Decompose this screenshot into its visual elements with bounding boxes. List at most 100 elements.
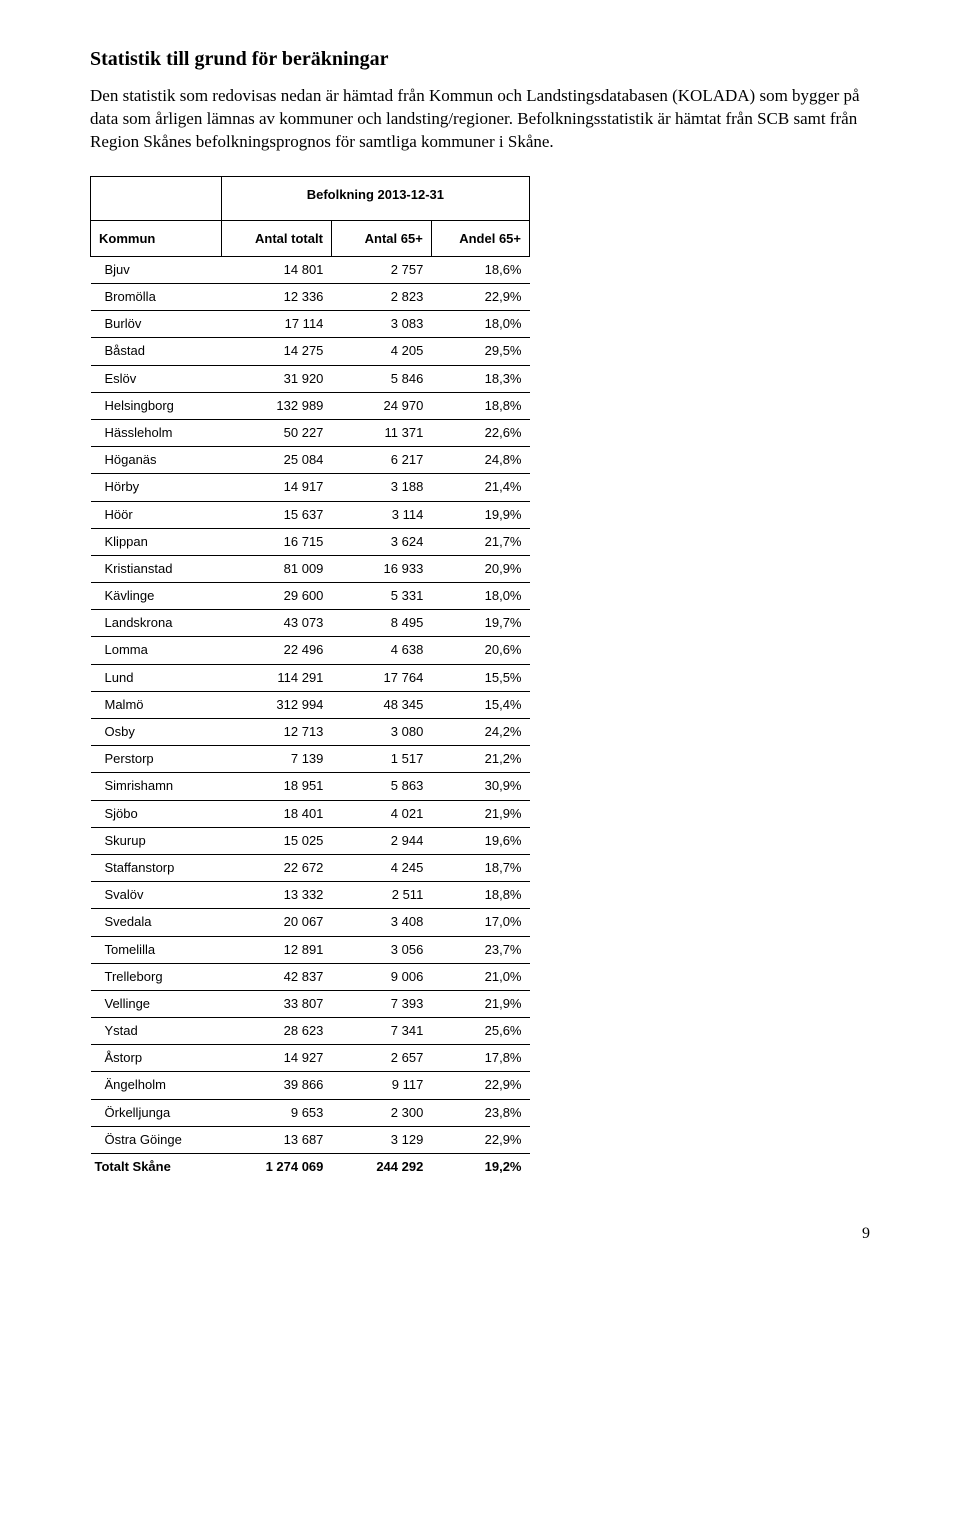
cell-andel-65: 19,6% xyxy=(431,827,529,854)
table-row: Svedala20 0673 40817,0% xyxy=(91,909,530,936)
cell-andel-65: 17,0% xyxy=(431,909,529,936)
cell-andel-65: 19,9% xyxy=(431,501,529,528)
page-heading: Statistik till grund för beräkningar xyxy=(90,48,870,71)
cell-andel-65: 21,0% xyxy=(431,963,529,990)
cell-kommun: Svedala xyxy=(91,909,222,936)
table-row: Simrishamn18 9515 86330,9% xyxy=(91,773,530,800)
cell-antal-65: 5 846 xyxy=(331,365,431,392)
cell-kommun: Tomelilla xyxy=(91,936,222,963)
cell-antal-totalt: 12 713 xyxy=(221,719,331,746)
cell-andel-65: 30,9% xyxy=(431,773,529,800)
cell-andel-65: 18,3% xyxy=(431,365,529,392)
cell-kommun: Eslöv xyxy=(91,365,222,392)
cell-antal-totalt: 14 275 xyxy=(221,338,331,365)
cell-kommun: Simrishamn xyxy=(91,773,222,800)
table-row: Sjöbo18 4014 02121,9% xyxy=(91,800,530,827)
cell-andel-65: 21,7% xyxy=(431,528,529,555)
cell-andel-65: 15,5% xyxy=(431,664,529,691)
cell-andel-65: 17,8% xyxy=(431,1045,529,1072)
cell-antal-65: 3 114 xyxy=(331,501,431,528)
cell-antal-totalt: 312 994 xyxy=(221,691,331,718)
col-antal-totalt: Antal totalt xyxy=(221,220,331,256)
table-row: Höganäs25 0846 21724,8% xyxy=(91,447,530,474)
cell-antal-totalt: 15 637 xyxy=(221,501,331,528)
cell-antal-totalt: 7 139 xyxy=(221,746,331,773)
cell-antal-65: 3 129 xyxy=(331,1126,431,1153)
cell-kommun: Svalöv xyxy=(91,882,222,909)
cell-antal-65: 2 823 xyxy=(331,284,431,311)
cell-antal-65: 4 245 xyxy=(331,854,431,881)
cell-kommun: Vellinge xyxy=(91,990,222,1017)
cell-andel-65: 19,7% xyxy=(431,610,529,637)
table-row: Osby12 7133 08024,2% xyxy=(91,719,530,746)
table-row: Klippan16 7153 62421,7% xyxy=(91,528,530,555)
cell-andel-65: 18,8% xyxy=(431,882,529,909)
cell-andel-65: 18,0% xyxy=(431,583,529,610)
cell-andel-65: 21,2% xyxy=(431,746,529,773)
cell-kommun: Höganäs xyxy=(91,447,222,474)
cell-antal-65: 48 345 xyxy=(331,691,431,718)
table-row: Lund114 29117 76415,5% xyxy=(91,664,530,691)
cell-andel-65: 15,4% xyxy=(431,691,529,718)
cell-antal-65: 3 080 xyxy=(331,719,431,746)
table-row: Malmö312 99448 34515,4% xyxy=(91,691,530,718)
table-row: Trelleborg42 8379 00621,0% xyxy=(91,963,530,990)
cell-kommun: Osby xyxy=(91,719,222,746)
cell-kommun: Klippan xyxy=(91,528,222,555)
cell-kommun: Skurup xyxy=(91,827,222,854)
cell-andel-65: 22,9% xyxy=(431,1126,529,1153)
cell-antal-totalt: 9 653 xyxy=(221,1099,331,1126)
cell-antal-totalt: 15 025 xyxy=(221,827,331,854)
col-antal-65: Antal 65+ xyxy=(331,220,431,256)
cell-total-value: 244 292 xyxy=(331,1154,431,1181)
cell-antal-65: 3 083 xyxy=(331,311,431,338)
cell-antal-65: 7 393 xyxy=(331,990,431,1017)
cell-andel-65: 21,9% xyxy=(431,990,529,1017)
cell-antal-65: 3 624 xyxy=(331,528,431,555)
cell-antal-totalt: 18 401 xyxy=(221,800,331,827)
cell-andel-65: 20,6% xyxy=(431,637,529,664)
cell-total-value: 19,2% xyxy=(431,1154,529,1181)
cell-kommun: Malmö xyxy=(91,691,222,718)
col-kommun: Kommun xyxy=(91,220,222,256)
cell-andel-65: 24,2% xyxy=(431,719,529,746)
cell-kommun: Trelleborg xyxy=(91,963,222,990)
intro-paragraph: Den statistik som redovisas nedan är häm… xyxy=(90,85,870,154)
table-row: Eslöv31 9205 84618,3% xyxy=(91,365,530,392)
cell-antal-65: 24 970 xyxy=(331,392,431,419)
cell-kommun: Staffanstorp xyxy=(91,854,222,881)
cell-antal-totalt: 42 837 xyxy=(221,963,331,990)
col-andel-65: Andel 65+ xyxy=(431,220,529,256)
cell-kommun: Kävlinge xyxy=(91,583,222,610)
table-row: Lomma22 4964 63820,6% xyxy=(91,637,530,664)
cell-andel-65: 23,7% xyxy=(431,936,529,963)
table-row: Svalöv13 3322 51118,8% xyxy=(91,882,530,909)
cell-antal-65: 1 517 xyxy=(331,746,431,773)
cell-antal-totalt: 20 067 xyxy=(221,909,331,936)
cell-kommun: Örkelljunga xyxy=(91,1099,222,1126)
cell-andel-65: 22,6% xyxy=(431,419,529,446)
cell-antal-totalt: 13 687 xyxy=(221,1126,331,1153)
cell-antal-totalt: 50 227 xyxy=(221,419,331,446)
cell-antal-totalt: 25 084 xyxy=(221,447,331,474)
table-row: Skurup15 0252 94419,6% xyxy=(91,827,530,854)
cell-andel-65: 18,0% xyxy=(431,311,529,338)
cell-andel-65: 29,5% xyxy=(431,338,529,365)
cell-kommun: Helsingborg xyxy=(91,392,222,419)
cell-antal-65: 5 863 xyxy=(331,773,431,800)
cell-andel-65: 21,4% xyxy=(431,474,529,501)
cell-kommun: Ängelholm xyxy=(91,1072,222,1099)
population-table-wrap: Befolkning 2013-12-31 Kommun Antal total… xyxy=(90,176,530,1180)
cell-antal-totalt: 14 927 xyxy=(221,1045,331,1072)
cell-total-label: Totalt Skåne xyxy=(91,1154,222,1181)
cell-antal-65: 9 006 xyxy=(331,963,431,990)
table-row: Åstorp14 9272 65717,8% xyxy=(91,1045,530,1072)
cell-antal-totalt: 132 989 xyxy=(221,392,331,419)
cell-andel-65: 25,6% xyxy=(431,1018,529,1045)
table-total-row: Totalt Skåne1 274 069244 29219,2% xyxy=(91,1154,530,1181)
cell-antal-totalt: 12 336 xyxy=(221,284,331,311)
table-row: Höör15 6373 11419,9% xyxy=(91,501,530,528)
cell-kommun: Perstorp xyxy=(91,746,222,773)
cell-andel-65: 22,9% xyxy=(431,284,529,311)
cell-antal-totalt: 29 600 xyxy=(221,583,331,610)
